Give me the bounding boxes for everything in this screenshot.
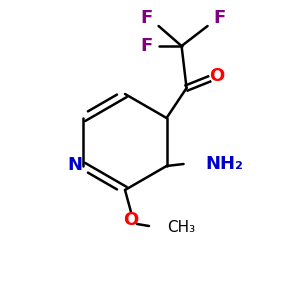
Text: F: F	[140, 37, 153, 55]
Text: F: F	[213, 9, 226, 27]
Text: O: O	[123, 211, 139, 229]
Text: O: O	[209, 67, 224, 85]
Text: N: N	[67, 156, 82, 174]
Text: F: F	[140, 9, 153, 27]
Text: NH₂: NH₂	[206, 155, 243, 173]
Text: CH₃: CH₃	[167, 220, 195, 236]
